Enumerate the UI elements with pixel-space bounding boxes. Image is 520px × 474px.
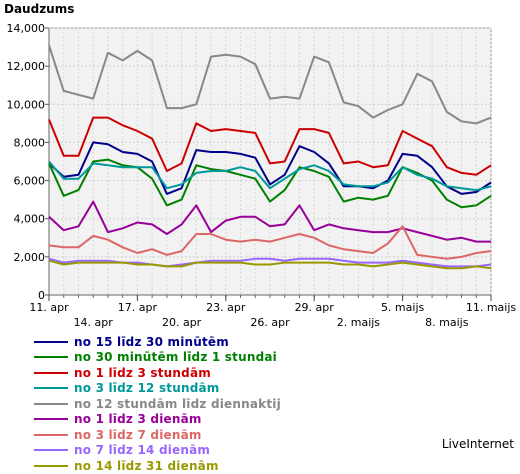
x-tick-label: 14. apr bbox=[74, 316, 114, 329]
y-tick-label: 12,000 bbox=[7, 60, 46, 73]
chart-legend: no 15 līdz 30 minūtēm no 30 minūtēm līdz … bbox=[34, 334, 281, 474]
series-line-3 bbox=[48, 116, 492, 176]
legend-label: no 1 līdz 3 dienām bbox=[74, 412, 202, 427]
legend-swatch bbox=[34, 340, 68, 343]
x-tick-label: 11. maijs bbox=[466, 301, 517, 314]
y-tick-label: 6,000 bbox=[14, 175, 46, 188]
legend-swatch bbox=[34, 371, 68, 374]
legend-item: no 1 līdz 3 stundām bbox=[34, 365, 281, 381]
series-line-4 bbox=[48, 160, 492, 192]
legend-label: no 1 līdz 3 stundām bbox=[74, 365, 211, 380]
series-line-2 bbox=[48, 158, 492, 209]
legend-label: no 3 līdz 7 dienām bbox=[74, 427, 202, 442]
y-tick-label: 4,000 bbox=[14, 213, 46, 226]
x-tick-label: 20. apr bbox=[162, 316, 202, 329]
legend-label: no 30 minūtēm līdz 1 stundai bbox=[74, 350, 277, 365]
y-tick-label: 8,000 bbox=[14, 136, 46, 149]
legend-label: no 15 līdz 30 minūtēm bbox=[74, 334, 229, 349]
legend-label: no 3 līdz 12 stundām bbox=[74, 381, 220, 396]
legend-item: no 1 līdz 3 dienām bbox=[34, 412, 281, 428]
legend-swatch bbox=[34, 433, 68, 436]
x-tick-label: 17. apr bbox=[118, 301, 158, 314]
x-tick-label: 11. apr bbox=[29, 301, 69, 314]
chart-title: Daudzums bbox=[4, 2, 75, 16]
legend-item: no 3 līdz 12 stundām bbox=[34, 381, 281, 397]
chart-root: Daudzums 0 2,000 4,000 6,000 8,000 10,000 12,0… bbox=[4, 2, 517, 473]
series-line-1 bbox=[48, 141, 492, 195]
y-tick-label: 0 bbox=[38, 289, 45, 302]
x-tick-label: 2. maijs bbox=[337, 316, 381, 329]
series-line-9 bbox=[48, 259, 492, 270]
legend-item: no 12 stundām līdz diennaktij bbox=[34, 396, 281, 412]
legend-swatch bbox=[34, 464, 68, 467]
legend-item: no 7 līdz 14 dienām bbox=[34, 443, 281, 459]
x-tick-label: 23. apr bbox=[206, 301, 246, 314]
series-line-5 bbox=[48, 44, 492, 125]
series-line-7 bbox=[48, 225, 492, 260]
legend-swatch bbox=[34, 402, 68, 405]
legend-item: no 30 minūtēm līdz 1 stundai bbox=[34, 350, 281, 366]
series-line-6 bbox=[48, 200, 491, 243]
footer-brand: LiveInternet bbox=[441, 437, 514, 451]
legend-swatch bbox=[34, 418, 68, 421]
x-tick-label: 8. maijs bbox=[425, 316, 469, 329]
x-tick-label: 26. apr bbox=[250, 316, 290, 329]
y-tick-label: 2,000 bbox=[14, 251, 46, 264]
legend-swatch bbox=[34, 387, 68, 390]
y-tick-label: 10,000 bbox=[7, 98, 46, 111]
x-tick-label: 5. maijs bbox=[381, 301, 425, 314]
legend-swatch bbox=[34, 449, 68, 452]
chart-plot: 0 2,000 4,000 6,000 8,000 10,000 12,000 14,000 1… bbox=[7, 22, 517, 329]
x-tick-label: 29. apr bbox=[295, 301, 335, 314]
legend-label: no 7 līdz 14 dienām bbox=[74, 443, 211, 458]
legend-item: no 3 līdz 7 dienām bbox=[34, 427, 281, 443]
legend-swatch bbox=[34, 356, 68, 359]
legend-item: no 14 līdz 31 dienām bbox=[34, 458, 281, 474]
legend-label: no 12 stundām līdz diennaktij bbox=[74, 396, 281, 411]
y-tick-label: 14,000 bbox=[7, 22, 46, 35]
legend-label: no 14 līdz 31 dienām bbox=[74, 458, 219, 473]
legend-item: no 15 līdz 30 minūtēm bbox=[34, 334, 281, 350]
